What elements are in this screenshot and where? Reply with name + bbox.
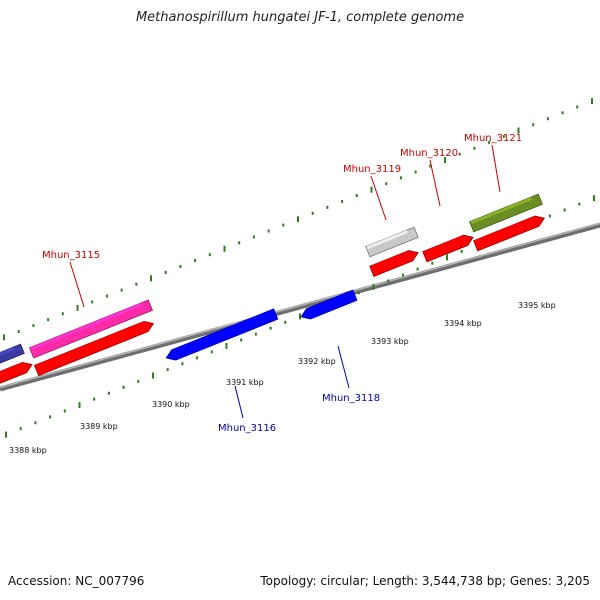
gene-label[interactable]: Mhun_3116 — [218, 423, 276, 434]
scale-label: 3393 kbp — [371, 337, 409, 346]
scale-label: 3389 kbp — [80, 422, 118, 431]
accession-text: Accession: NC_007796 — [8, 574, 145, 588]
feature-Mhun_3119-gene[interactable] — [365, 226, 419, 258]
gene-label[interactable]: Mhun_3120 — [400, 148, 458, 159]
gene-label-leader — [69, 261, 85, 308]
gene-label[interactable]: Mhun_3118 — [322, 393, 380, 404]
scale-label: 3392 kbp — [298, 357, 336, 366]
feature-Mhun_3121-cds[interactable] — [473, 213, 547, 252]
scale-label: 3395 kbp — [518, 301, 556, 310]
genome-summary: Topology: circular; Length: 3,544,738 bp… — [260, 574, 590, 588]
gene-label-leader — [491, 144, 501, 193]
genome-backbone-highlight — [0, 222, 600, 389]
feature-Mhun_3119-cds[interactable] — [369, 248, 420, 277]
feature-Mhun_3121-gene[interactable] — [469, 193, 543, 233]
gene-label-leader — [337, 345, 350, 389]
feature-gene-partial-left[interactable] — [0, 343, 25, 371]
map-title: Methanospirillum hungatei JF-1, complete… — [135, 10, 465, 25]
gene-label[interactable]: Mhun_3119 — [343, 164, 401, 175]
scale-label: 3394 kbp — [444, 319, 482, 328]
feature-Mhun_3115-cds[interactable] — [33, 318, 155, 377]
feature-Mhun_3115-gene[interactable] — [29, 299, 153, 359]
feature-cds-partial-left[interactable] — [0, 359, 34, 392]
genome-backbone — [0, 222, 600, 392]
feature-Mhun_3118-cds[interactable] — [299, 289, 358, 322]
scale-label: 3390 kbp — [152, 400, 190, 409]
gene-label[interactable]: Mhun_3121 — [464, 133, 522, 144]
gene-label[interactable]: Mhun_3115 — [42, 250, 100, 261]
scale-label: 3388 kbp — [9, 446, 47, 455]
feature-Mhun_3116-cds[interactable] — [164, 308, 279, 363]
upper-tick-row — [3, 98, 593, 341]
gene-label-leader — [370, 175, 387, 221]
gene-label-leader — [234, 385, 244, 419]
feature-Mhun_3120-cds[interactable] — [422, 232, 475, 263]
gene-label-leader — [429, 159, 441, 207]
scale-label: 3391 kbp — [226, 378, 264, 387]
